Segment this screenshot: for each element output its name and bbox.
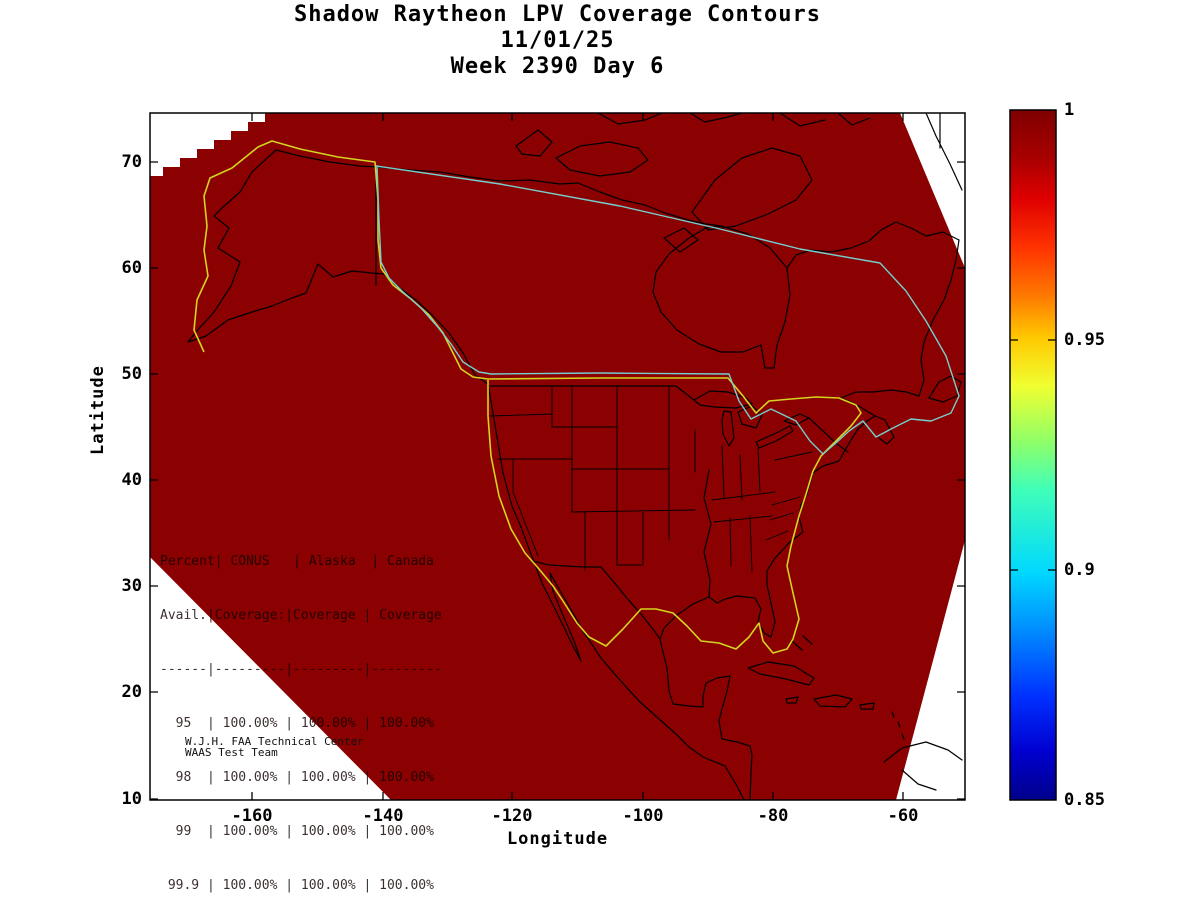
- conus-alaska-contour: [193, 140, 862, 654]
- plot-title: Shadow Raytheon LPV Coverage Contours: [293, 2, 822, 27]
- coverage-table-line: 99.9 | 100.00% | 100.00% | 100.00%: [160, 878, 434, 893]
- credit-annotation: W.J.H. FAA Technical Center WAAS Test Te…: [185, 736, 364, 758]
- hudson-bay-outline: [652, 225, 791, 369]
- colorbar-ticks: [1010, 339, 1056, 571]
- coverage-table-line: 98 | 100.00% | 100.00% | 100.00%: [160, 770, 434, 785]
- x-tick-label: -80: [757, 806, 789, 826]
- colorbar-tick-label: 0.9: [1064, 560, 1095, 580]
- state-borders: [489, 385, 813, 573]
- y-tick-label: 70: [121, 152, 142, 172]
- coastline-arctic: [275, 149, 722, 227]
- coverage-table-line: Avail.|Coverage:|Coverage | Coverage: [160, 608, 442, 623]
- credit-line-2: WAAS Test Team: [185, 746, 278, 759]
- y-tick-label: 10: [121, 789, 142, 809]
- x-tick-label: -120: [491, 806, 533, 826]
- credit-line-1: W.J.H. FAA Technical Center: [185, 735, 364, 748]
- y-axis-label: Latitude: [88, 365, 108, 455]
- title-block: Shadow Raytheon LPV Coverage Contours 11…: [150, 2, 965, 80]
- coverage-table: Percent| CONUS | Alaska | Canada Avail.|…: [160, 517, 442, 900]
- x-tick-label: -140: [362, 806, 404, 826]
- coastline-gulf-east: [659, 415, 895, 800]
- x-tick-label: -100: [622, 806, 664, 826]
- colorbar-tick-label: 0.95: [1064, 330, 1105, 350]
- x-tick-label: -160: [231, 806, 273, 826]
- axis-ticks: [150, 113, 965, 800]
- canada-contour: [375, 165, 960, 455]
- plot-subtitle-date: 11/01/25: [500, 28, 615, 53]
- y-tick-label: 30: [121, 576, 142, 596]
- y-tick-label: 60: [121, 258, 142, 278]
- colorbar-tick-label: 0.85: [1064, 790, 1105, 810]
- newfoundland-outline: [928, 375, 962, 403]
- great-lakes: [693, 390, 810, 449]
- mississippi-river: [703, 469, 712, 598]
- x-axis-label: Longitude: [506, 829, 609, 849]
- y-tick-label: 20: [121, 682, 142, 702]
- y-tick-label: 40: [121, 470, 142, 490]
- coverage-table-line: Percent| CONUS | Alaska | Canada: [160, 554, 434, 569]
- coverage-table-line: 95 | 100.00% | 100.00% | 100.00%: [160, 716, 434, 731]
- caribbean-islands: [747, 635, 963, 791]
- coastline-west: [187, 149, 745, 800]
- y-tick-label: 50: [121, 364, 142, 384]
- coverage-table-line: ------|---------|---------|---------: [160, 662, 442, 677]
- arctic-islands: [515, 113, 963, 253]
- x-tick-label: -60: [887, 806, 919, 826]
- plot-subtitle-week: Week 2390 Day 6: [450, 54, 665, 79]
- coverage-table-line: 99 | 100.00% | 100.00% | 100.00%: [160, 824, 434, 839]
- colorbar-gradient: [1009, 109, 1057, 801]
- colorbar-tick-label: 1: [1064, 100, 1075, 120]
- plot-frame: [149, 112, 966, 801]
